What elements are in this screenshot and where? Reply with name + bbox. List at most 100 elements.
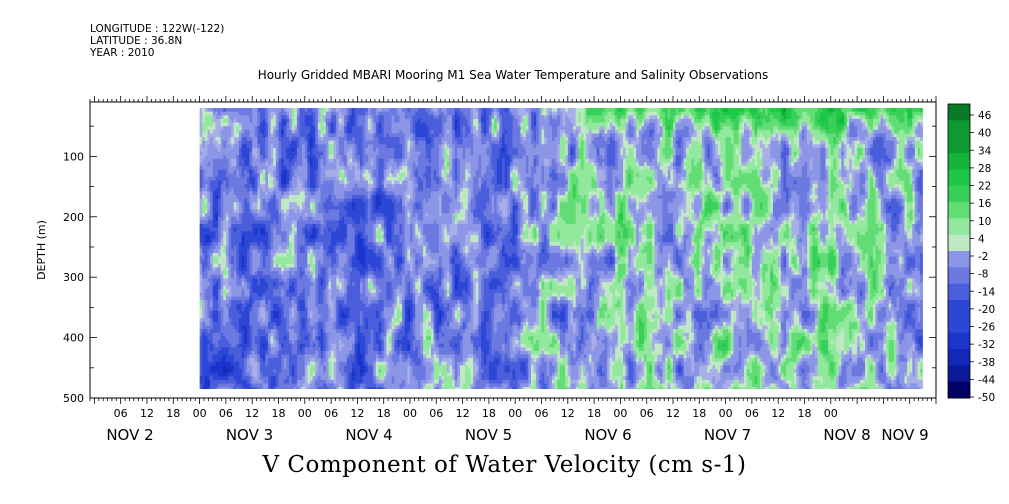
heatmap-cell xyxy=(204,245,209,250)
heatmap-cell xyxy=(204,140,209,145)
heatmap-cell xyxy=(199,369,203,374)
heatmap-cell xyxy=(199,115,203,120)
heatmap-cell xyxy=(202,126,206,131)
heatmap-cell xyxy=(204,242,209,247)
heatmap-cell xyxy=(202,238,206,243)
heatmap-cell xyxy=(199,122,203,127)
heatmap-cell xyxy=(207,111,211,116)
heatmap-cell xyxy=(207,162,211,167)
heatmap-cell xyxy=(207,137,211,142)
heatmap-cell xyxy=(204,318,209,323)
heatmap-cell xyxy=(207,350,211,356)
heatmap-cell xyxy=(204,133,209,138)
heatmap-cell xyxy=(199,379,203,385)
heatmap-cell xyxy=(204,329,209,334)
heatmap-cell xyxy=(202,245,206,250)
heatmap-cell xyxy=(202,155,206,160)
heatmap-cell xyxy=(202,350,206,356)
heatmap-cell xyxy=(204,340,209,345)
heatmap-cell xyxy=(202,365,206,370)
heatmap-cell xyxy=(202,332,206,337)
heatmap-cell xyxy=(207,292,211,298)
heatmap-cell xyxy=(207,325,211,330)
heatmap-cell xyxy=(202,343,206,348)
heatmap-cell xyxy=(204,332,209,337)
heatmap-cell xyxy=(207,118,211,124)
heatmap-cell xyxy=(204,216,209,221)
heatmap-cell xyxy=(204,282,209,287)
heatmap-cell xyxy=(199,245,203,250)
heatmap-cell xyxy=(207,166,211,171)
heatmap-cell xyxy=(202,169,206,174)
heatmap-cell xyxy=(207,321,211,327)
heatmap-cell xyxy=(207,318,211,323)
heatmap-cell xyxy=(202,303,206,308)
heatmap-cell xyxy=(202,122,206,127)
heatmap-cell xyxy=(199,383,203,388)
heatmap-cell xyxy=(202,369,206,374)
heatmap-cell xyxy=(207,144,211,149)
heatmap-cell xyxy=(199,365,203,370)
heatmap-cell xyxy=(207,184,211,189)
heatmap-cell xyxy=(204,184,209,189)
heatmap-cell xyxy=(199,108,203,113)
heatmap-cell xyxy=(202,271,206,276)
heatmap-cell xyxy=(207,231,211,236)
heatmap-cell xyxy=(202,314,206,319)
heatmap-cell xyxy=(204,191,209,196)
heatmap-cell xyxy=(199,387,203,389)
heatmap-cell xyxy=(204,151,209,156)
heatmap-cell xyxy=(202,311,206,316)
heatmap-cell xyxy=(204,195,209,200)
heatmap-cell xyxy=(204,238,209,243)
heatmap-cell xyxy=(204,350,209,356)
heatmap-cell xyxy=(207,340,211,345)
heatmap-cell xyxy=(204,260,209,265)
heatmap-cell xyxy=(202,361,206,366)
heatmap-cell xyxy=(202,260,206,265)
heatmap-cell xyxy=(202,289,206,294)
heatmap-cell xyxy=(199,354,203,359)
heatmap-cell xyxy=(202,227,206,232)
heatmap-cell xyxy=(202,118,206,124)
heatmap-cell xyxy=(204,220,209,225)
heatmap-cell xyxy=(202,256,206,261)
heatmap-cell xyxy=(207,198,211,203)
heatmap-cell xyxy=(202,387,206,389)
heatmap-cell xyxy=(207,289,211,294)
heatmap-cell xyxy=(199,267,203,272)
heatmap-cell xyxy=(202,115,206,120)
heatmap-cell xyxy=(204,147,209,153)
heatmap-cell xyxy=(202,249,206,254)
heatmap-cell xyxy=(202,336,206,341)
heatmap-cell xyxy=(204,162,209,167)
heatmap-cell xyxy=(204,325,209,330)
heatmap-cell xyxy=(202,285,206,290)
heatmap-cell xyxy=(204,271,209,276)
heatmap-cell xyxy=(204,267,209,272)
heatmap-cell xyxy=(202,137,206,142)
heatmap-cell xyxy=(204,126,209,131)
heatmap-cell xyxy=(202,354,206,359)
heatmap-cell xyxy=(202,198,206,203)
heatmap-cell xyxy=(202,292,206,298)
heatmap-cell xyxy=(199,249,203,254)
heatmap-cell xyxy=(199,376,203,381)
heatmap-cell xyxy=(207,271,211,276)
heatmap-cell xyxy=(199,285,203,290)
heatmap-cell xyxy=(207,249,211,254)
heatmap-cell xyxy=(207,108,211,113)
heatmap-cell xyxy=(199,144,203,149)
heatmap-cell xyxy=(207,213,211,218)
heatmap-cell xyxy=(207,169,211,174)
heatmap-cell xyxy=(207,187,211,192)
heatmap-cell xyxy=(204,274,209,279)
heatmap-cell xyxy=(204,361,209,366)
heatmap-cell xyxy=(207,282,211,287)
heatmap-cell xyxy=(199,296,203,301)
heatmap-cell xyxy=(204,289,209,294)
heatmap-cell xyxy=(199,278,203,283)
heatmap-cell xyxy=(202,325,206,330)
heatmap-cell xyxy=(199,209,203,214)
heatmap-cell xyxy=(202,383,206,388)
